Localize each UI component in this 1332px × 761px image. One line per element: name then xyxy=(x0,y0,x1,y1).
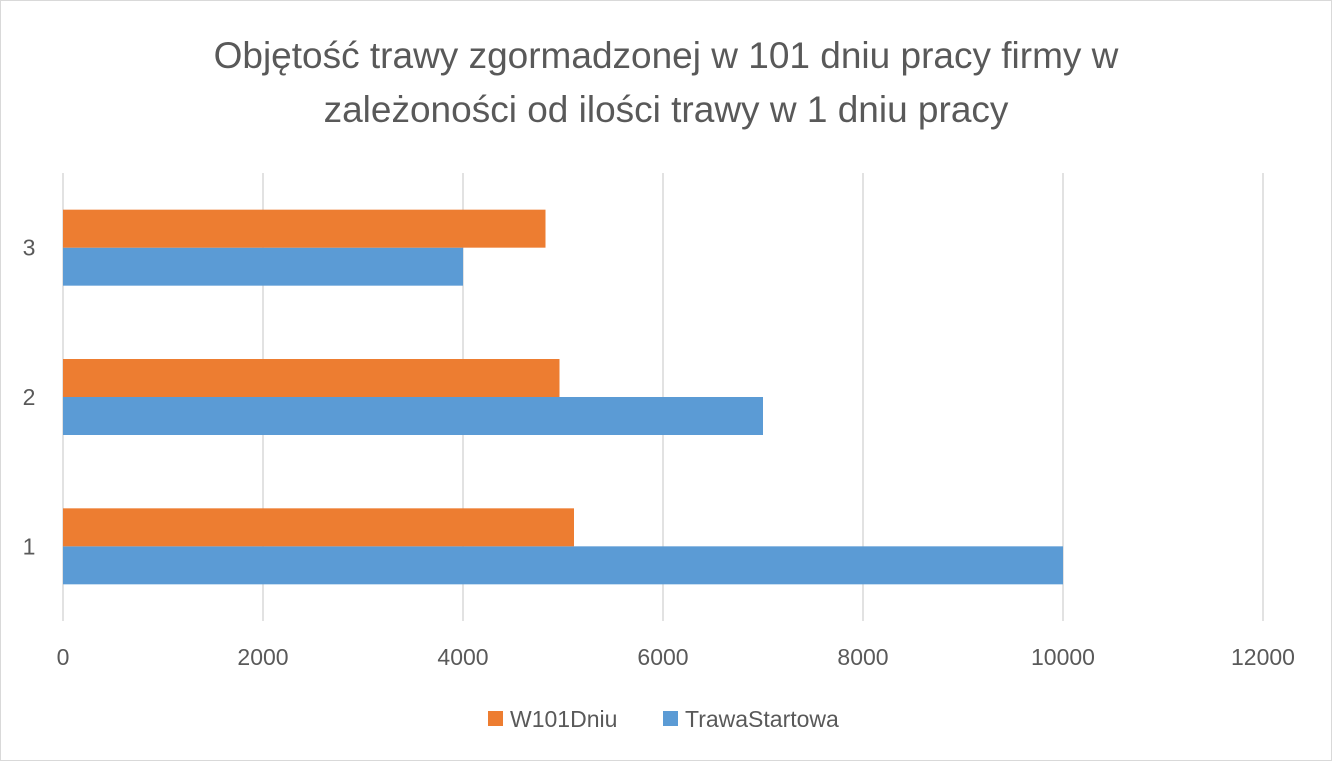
y-axis-ticks: 1 2 3 xyxy=(23,235,36,560)
bar-TrawaStartowa-2 xyxy=(63,397,763,435)
chart-title-line-2: zależoności od ilości trawy w 1 dniu pra… xyxy=(323,89,1009,130)
y-tick-label-2: 2 xyxy=(23,384,36,410)
legend-label-W101Dniu: W101Dniu xyxy=(510,706,617,732)
bar-TrawaStartowa-1 xyxy=(63,546,1063,585)
legend-label-TrawaStartowa: TrawaStartowa xyxy=(685,706,839,732)
y-tick-label-3: 3 xyxy=(23,235,36,261)
legend-swatch-TrawaStartowa xyxy=(663,711,678,726)
bar-W101Dniu-1 xyxy=(63,508,574,547)
x-tick-label-8000: 8000 xyxy=(837,644,888,670)
x-axis-ticks: 0 2000 4000 6000 8000 10000 12000 xyxy=(57,644,1295,670)
bar-TrawaStartowa-3 xyxy=(63,247,463,286)
bars xyxy=(63,209,1063,585)
x-tick-label-12000: 12000 xyxy=(1231,644,1295,670)
bar-W101Dniu-2 xyxy=(63,359,560,397)
x-tick-label-4000: 4000 xyxy=(437,644,488,670)
legend-swatch-W101Dniu xyxy=(488,711,503,726)
x-tick-label-6000: 6000 xyxy=(637,644,688,670)
y-tick-label-1: 1 xyxy=(23,533,36,559)
bar-W101Dniu-3 xyxy=(63,209,546,248)
chart-title: Objętość trawy zgormadzonej w 101 dniu p… xyxy=(1,29,1331,137)
legend: W101Dniu TrawaStartowa xyxy=(488,706,839,732)
x-tick-label-10000: 10000 xyxy=(1031,644,1095,670)
x-tick-label-2000: 2000 xyxy=(237,644,288,670)
x-tick-label-0: 0 xyxy=(57,644,70,670)
chart-title-line-1: Objętość trawy zgormadzonej w 101 dniu p… xyxy=(213,35,1119,76)
